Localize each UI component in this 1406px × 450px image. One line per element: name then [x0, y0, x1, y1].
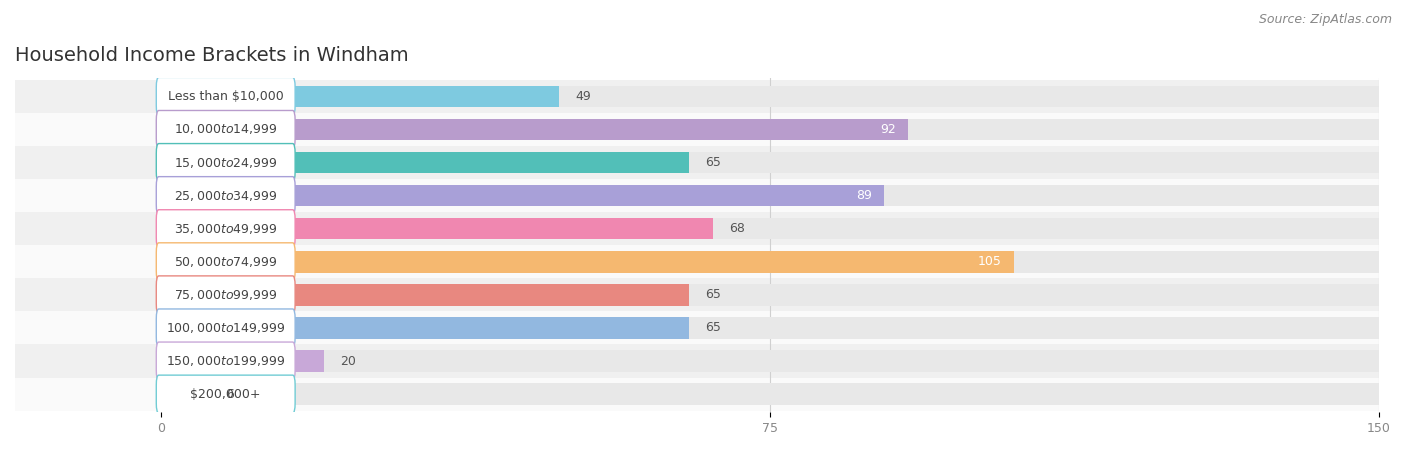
- Bar: [15, 212, 1379, 245]
- Text: Less than $10,000: Less than $10,000: [167, 90, 284, 103]
- Text: $35,000 to $49,999: $35,000 to $49,999: [174, 222, 277, 236]
- Bar: [162, 152, 689, 173]
- Text: 65: 65: [706, 288, 721, 302]
- Text: Source: ZipAtlas.com: Source: ZipAtlas.com: [1258, 14, 1392, 27]
- Bar: [162, 350, 1379, 372]
- Text: $10,000 to $14,999: $10,000 to $14,999: [174, 122, 277, 136]
- Bar: [162, 86, 560, 107]
- Text: $100,000 to $149,999: $100,000 to $149,999: [166, 321, 285, 335]
- Bar: [162, 251, 1379, 273]
- Bar: [15, 245, 1379, 278]
- Bar: [162, 251, 1014, 273]
- FancyBboxPatch shape: [156, 111, 295, 148]
- Bar: [162, 284, 1379, 306]
- Text: 105: 105: [977, 255, 1001, 268]
- Text: 68: 68: [730, 222, 745, 235]
- Bar: [15, 344, 1379, 378]
- Text: 65: 65: [706, 156, 721, 169]
- Text: $75,000 to $99,999: $75,000 to $99,999: [174, 288, 277, 302]
- Bar: [162, 185, 1379, 207]
- Text: 6: 6: [226, 387, 233, 400]
- Bar: [162, 317, 1379, 339]
- Text: $25,000 to $34,999: $25,000 to $34,999: [174, 189, 277, 202]
- Bar: [15, 278, 1379, 311]
- Text: $150,000 to $199,999: $150,000 to $199,999: [166, 354, 285, 368]
- Bar: [162, 218, 1379, 239]
- Bar: [162, 383, 209, 405]
- Bar: [162, 185, 884, 207]
- FancyBboxPatch shape: [156, 276, 295, 314]
- Bar: [15, 146, 1379, 179]
- Text: $15,000 to $24,999: $15,000 to $24,999: [174, 156, 277, 170]
- Bar: [162, 86, 1379, 107]
- Bar: [162, 119, 908, 140]
- FancyBboxPatch shape: [156, 243, 295, 281]
- Bar: [15, 179, 1379, 212]
- Bar: [162, 317, 689, 339]
- Bar: [162, 152, 1379, 173]
- FancyBboxPatch shape: [156, 144, 295, 181]
- FancyBboxPatch shape: [156, 210, 295, 248]
- Text: $200,000+: $200,000+: [190, 387, 262, 400]
- Bar: [162, 383, 1379, 405]
- FancyBboxPatch shape: [156, 177, 295, 215]
- Text: Household Income Brackets in Windham: Household Income Brackets in Windham: [15, 46, 409, 66]
- Bar: [15, 113, 1379, 146]
- FancyBboxPatch shape: [156, 342, 295, 380]
- Bar: [15, 311, 1379, 344]
- FancyBboxPatch shape: [156, 375, 295, 413]
- Text: 89: 89: [856, 189, 872, 202]
- Bar: [162, 284, 689, 306]
- Bar: [162, 218, 713, 239]
- Text: 49: 49: [575, 90, 591, 103]
- Text: 92: 92: [880, 123, 896, 136]
- Text: 20: 20: [340, 355, 356, 368]
- Bar: [162, 350, 323, 372]
- Bar: [15, 378, 1379, 410]
- FancyBboxPatch shape: [156, 309, 295, 347]
- FancyBboxPatch shape: [156, 77, 295, 115]
- Text: 65: 65: [706, 321, 721, 334]
- Text: $50,000 to $74,999: $50,000 to $74,999: [174, 255, 277, 269]
- Bar: [162, 119, 1379, 140]
- Bar: [15, 80, 1379, 113]
